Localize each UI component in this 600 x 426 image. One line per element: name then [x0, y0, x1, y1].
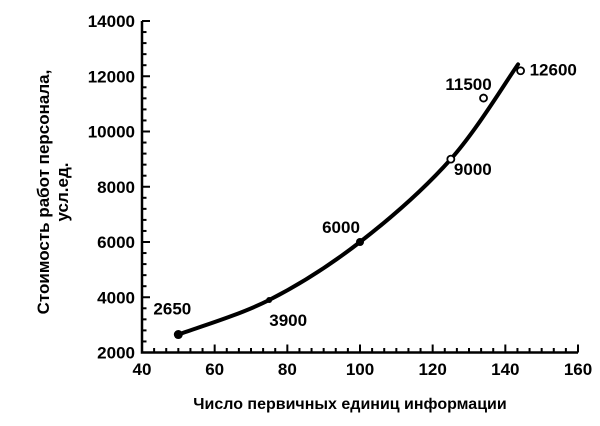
data-point-label: 9000 [454, 160, 492, 179]
data-point-marker [266, 297, 273, 304]
y-axis-title-line1: Стоимость работ персонала, [34, 69, 53, 315]
x-tick-label: 160 [564, 360, 592, 379]
data-point-label: 6000 [322, 218, 360, 237]
x-axis-title: Число первичных единиц информации [193, 396, 507, 413]
x-tick-label: 40 [133, 360, 152, 379]
data-point-marker [516, 66, 525, 76]
data-point-label: 11500 [445, 75, 491, 94]
data-point-label: 12600 [530, 61, 577, 80]
fit-curve [176, 62, 521, 337]
x-tick-label: 60 [205, 360, 224, 379]
y-tick-label: 10000 [88, 123, 135, 142]
y-tick-label: 12000 [88, 67, 135, 86]
x-tick-label: 100 [346, 360, 374, 379]
x-tick-label: 80 [278, 360, 297, 379]
data-point-marker [173, 330, 183, 340]
x-tick-label: 120 [418, 360, 446, 379]
data-point-label: 2650 [153, 300, 191, 319]
y-tick-label: 6000 [97, 233, 135, 252]
data-point-marker [446, 154, 456, 164]
data-point-label: 3900 [269, 311, 307, 330]
x-tick-label: 140 [491, 360, 519, 379]
y-tick-label: 8000 [97, 178, 135, 197]
data-point-marker [479, 93, 488, 103]
y-tick-label: 14000 [88, 12, 135, 31]
y-axis-title: Стоимость работ персонала, усл.ед. [34, 0, 74, 402]
data-point-marker [356, 238, 364, 246]
y-tick-label: 4000 [97, 288, 135, 307]
y-tick-label: 2000 [97, 344, 135, 363]
y-axis-title-line2: усл.ед. [53, 162, 72, 222]
